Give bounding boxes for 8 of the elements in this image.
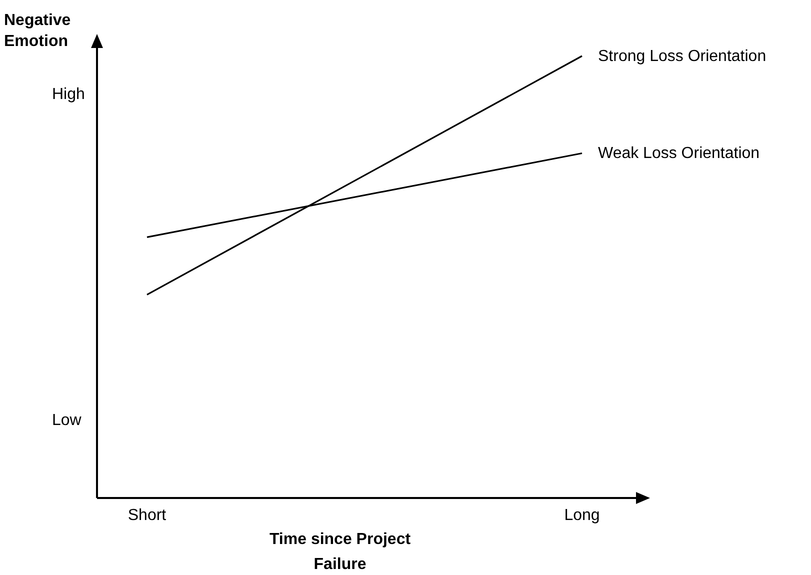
text: Low <box>52 412 82 429</box>
series-label: Strong Loss Orientation <box>598 48 766 65</box>
x-axis-title: Time since Project Failure <box>269 531 412 573</box>
series-label: Weak Loss Orientation <box>598 145 760 162</box>
x-tick-label: Long <box>564 507 600 524</box>
text: High <box>52 86 85 103</box>
x-tick-label: Short <box>128 507 167 524</box>
y-axis-title: Negative Emotion <box>4 12 71 50</box>
